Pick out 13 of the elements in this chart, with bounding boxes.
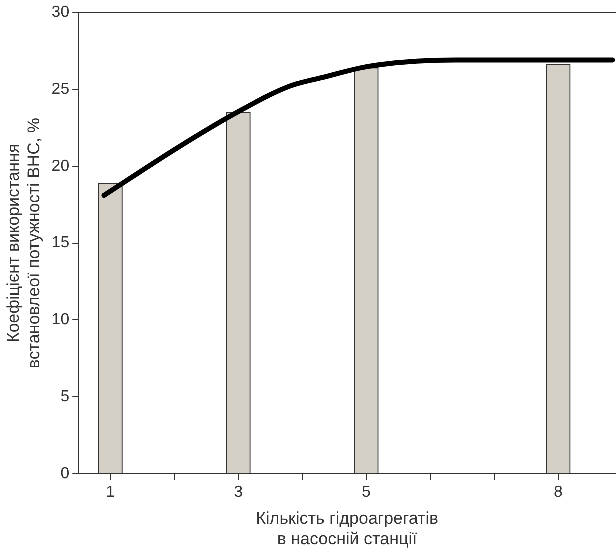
x-tick-label: 3 [234, 484, 244, 502]
y-tick-label: 20 [52, 158, 70, 175]
y-tick-label: 0 [60, 465, 70, 482]
y-axis-title: Коефіцієнт використання встановлеої потужності ВНС, % [4, 118, 44, 369]
x-axis-title: Кількість гідроагрегатів в насосній станції [256, 509, 439, 548]
x-tick-label: 8 [554, 484, 563, 502]
y-tick-label: 15 [52, 234, 70, 252]
y-tick-label: 10 [52, 312, 70, 329]
y-tick-label: 30 [52, 4, 70, 22]
x-tick-label: 5 [362, 484, 372, 502]
x-tick-label: 1 [106, 484, 116, 502]
y-tick-label: 5 [60, 388, 70, 406]
y-tick-label: 25 [52, 80, 70, 98]
